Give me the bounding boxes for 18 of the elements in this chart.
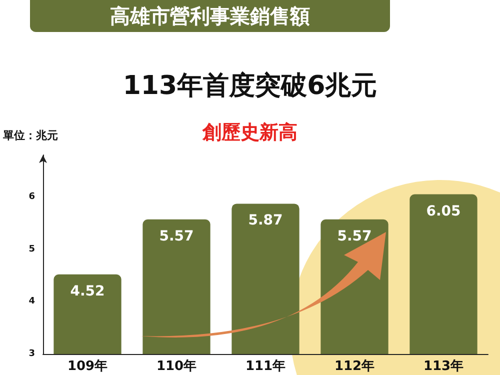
x-tick-label: 112年 [334, 359, 375, 374]
y-tick-label: 4 [28, 296, 35, 307]
data-label: 5.57 [337, 228, 372, 244]
data-label: 5.87 [248, 212, 283, 229]
y-tick-label: 6 [28, 192, 35, 202]
data-label: 6.05 [426, 203, 461, 220]
x-tick-label: 113年 [423, 359, 464, 374]
x-tick-label: 111年 [245, 359, 286, 374]
data-label: 4.52 [70, 283, 105, 300]
y-tick-label: 3 [28, 349, 35, 359]
data-label: 5.57 [159, 228, 194, 244]
x-tick-label: 109年 [67, 359, 108, 374]
chart-title: 高雄市營利事業銷售額 [110, 4, 310, 28]
y-axis-title: 單位：兆元 [2, 129, 58, 142]
y-tick-label: 5 [28, 244, 35, 254]
text: 創歷史新高 [202, 122, 298, 144]
chart-subtitle: 113年首度突破6兆元 [122, 71, 378, 101]
x-tick-label: 110年 [156, 359, 197, 374]
